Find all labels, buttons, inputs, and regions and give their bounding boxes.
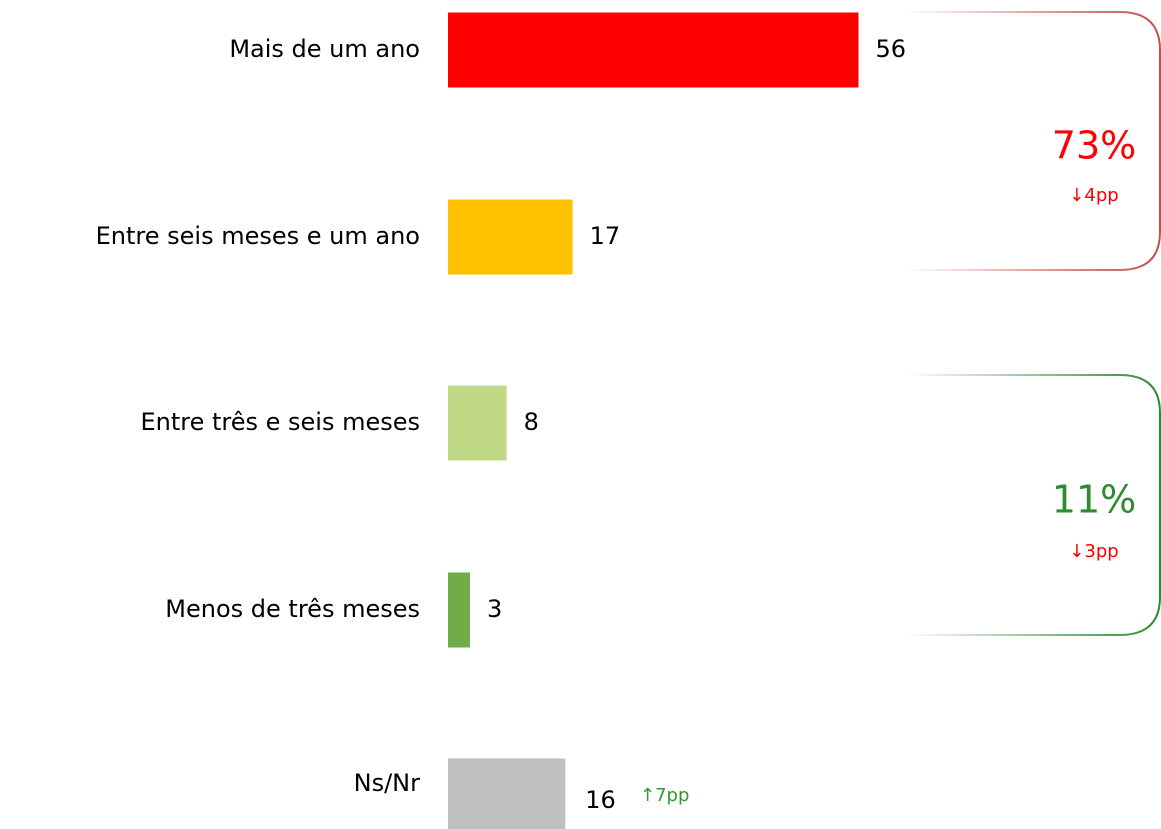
change-label: ↑7pp xyxy=(640,785,689,806)
bracket xyxy=(905,374,1161,636)
value-label: 16 xyxy=(585,786,616,814)
category-label: Menos de três meses xyxy=(165,595,420,623)
summary-value: 73% xyxy=(1052,124,1136,168)
bar xyxy=(448,572,470,648)
bar xyxy=(448,385,507,461)
category-label: Ns/Nr xyxy=(354,769,420,797)
bar xyxy=(448,12,859,88)
category-label: Mais de um ano xyxy=(229,35,420,63)
value-label: 17 xyxy=(590,222,621,250)
value-label: 3 xyxy=(487,595,502,623)
bar xyxy=(448,758,566,829)
summary-value: 11% xyxy=(1052,478,1136,522)
value-label: 56 xyxy=(875,35,906,63)
category-label: Entre seis meses e um ano xyxy=(96,222,420,250)
bar xyxy=(448,199,573,275)
category-label: Entre três e seis meses xyxy=(140,408,420,436)
summary-change: ↓4pp xyxy=(1069,185,1118,206)
summary-change: ↓3pp xyxy=(1069,541,1118,562)
value-label: 8 xyxy=(524,408,539,436)
bracket xyxy=(905,11,1161,271)
